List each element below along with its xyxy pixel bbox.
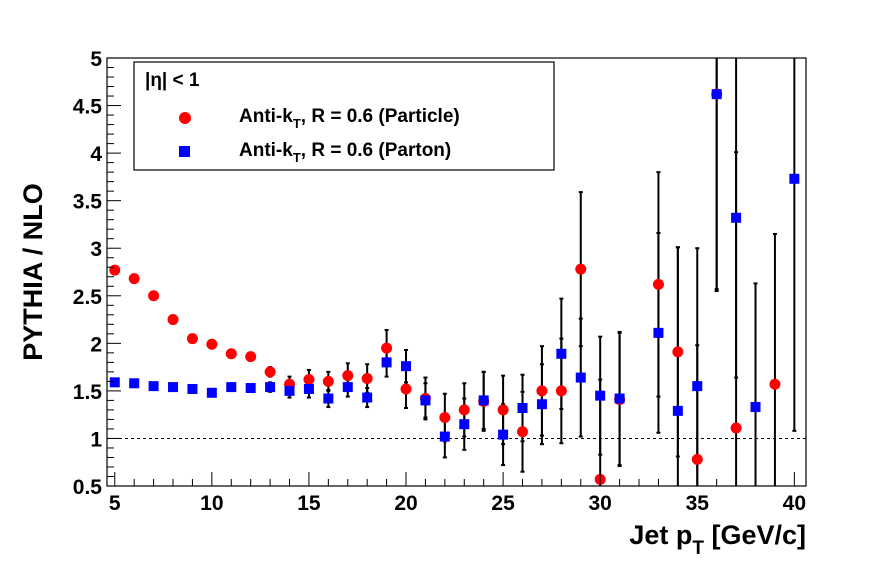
data-point-particle	[186, 333, 198, 345]
data-point-particle	[361, 373, 373, 385]
data-point-parton	[672, 405, 683, 416]
data-point-parton	[692, 381, 703, 392]
x-tick-label: 5	[109, 492, 121, 515]
data-point-particle	[342, 370, 354, 382]
data-point-parton	[381, 357, 392, 368]
legend: |η| < 1 Anti-kT, R = 0.6 (Particle) Anti…	[133, 61, 555, 171]
data-point-parton	[711, 89, 722, 100]
data-point-parton	[187, 383, 198, 394]
data-point-parton	[731, 212, 742, 223]
data-point-parton	[168, 382, 179, 393]
x-tick-label: 30	[589, 492, 612, 515]
data-point-particle	[167, 314, 179, 326]
data-point-parton	[498, 429, 509, 440]
data-point-parton	[420, 395, 431, 406]
y-tick-label: 5	[90, 48, 102, 71]
data-point-particle	[206, 338, 218, 350]
data-point-particle	[575, 263, 587, 275]
data-point-parton	[284, 385, 295, 396]
x-tick-label: 10	[200, 492, 223, 515]
y-tick-label: 3	[90, 238, 102, 261]
data-point-parton	[129, 378, 140, 389]
data-point-parton	[653, 327, 664, 338]
data-point-parton	[517, 403, 528, 414]
data-point-particle	[381, 342, 393, 354]
data-point-particle	[245, 351, 257, 363]
legend-marker-particle	[179, 112, 191, 124]
data-point-particle	[497, 404, 509, 416]
x-tick-label: 15	[297, 492, 321, 515]
data-point-particle	[555, 385, 567, 397]
data-point-parton	[595, 390, 606, 401]
data-point-parton	[362, 392, 373, 403]
x-tick-label: 25	[491, 492, 515, 515]
data-point-particle	[439, 412, 451, 424]
data-point-particle	[517, 426, 529, 438]
data-point-particle	[672, 346, 684, 358]
data-point-parton	[401, 361, 412, 372]
plot-frame	[106, 57, 807, 487]
y-tick-label: 4	[90, 143, 102, 166]
data-point-particle	[303, 373, 315, 385]
legend-box	[133, 61, 555, 171]
plot-area-border	[106, 57, 807, 487]
y-tick-label: 1.5	[73, 381, 103, 404]
legend-label-particle: Anti-kT, R = 0.6 (Particle)	[239, 106, 460, 131]
data-point-particle	[128, 273, 140, 285]
x-tick-label: 40	[783, 492, 806, 515]
data-point-particle	[109, 264, 121, 276]
data-point-particle	[225, 348, 237, 360]
data-point-parton	[789, 173, 800, 184]
y-tick-label: 0.5	[73, 476, 103, 499]
data-point-parton	[303, 383, 314, 394]
y-tick-label: 3.5	[73, 191, 103, 214]
data-point-particle	[148, 290, 160, 302]
data-point-particle	[769, 378, 781, 390]
y-tick-label: 1	[90, 428, 102, 451]
axis-ticks: 5 10 15 20 25 30 35 40 0.5 1 1.5 2 2.5 3 3.5 4 4.5 5	[73, 48, 806, 515]
data-point-particle	[458, 404, 470, 416]
data-point-parton	[575, 372, 586, 383]
y-axis-title: PYTHIA / NLO	[18, 183, 48, 361]
data-point-parton	[109, 377, 120, 388]
data-point-parton	[265, 382, 276, 393]
data-point-parton	[556, 348, 567, 359]
data-point-particle	[322, 375, 334, 387]
data-point-particle	[730, 422, 742, 434]
data-point-parton	[536, 399, 547, 410]
y-tick-label: 2.5	[73, 286, 103, 309]
data-point-particle	[691, 453, 703, 465]
data-point-parton	[206, 387, 217, 398]
data-point-particle	[652, 278, 664, 290]
data-markers	[109, 88, 800, 485]
data-point-parton	[226, 382, 237, 393]
data-point-parton	[614, 393, 625, 404]
legend-header: |η| < 1	[145, 70, 200, 91]
data-point-parton	[459, 419, 470, 430]
y-tick-label: 4.5	[73, 96, 103, 119]
data-point-particle	[400, 383, 412, 395]
y-tick-label: 2	[90, 333, 102, 356]
data-point-parton	[245, 383, 256, 394]
legend-label-parton: Anti-kT, R = 0.6 (Parton)	[239, 140, 451, 165]
x-tick-label: 35	[686, 492, 710, 515]
x-tick-label: 20	[394, 492, 417, 515]
data-point-parton	[478, 395, 489, 406]
data-point-parton	[750, 402, 761, 413]
x-axis-title: Jet pT [GeV/c]	[629, 520, 806, 559]
data-point-parton	[323, 393, 334, 404]
data-point-parton	[342, 382, 353, 393]
data-point-parton	[439, 431, 450, 442]
data-point-parton	[148, 381, 159, 392]
legend-marker-parton	[179, 146, 190, 157]
data-point-particle	[264, 366, 276, 378]
data-point-particle	[536, 385, 548, 397]
